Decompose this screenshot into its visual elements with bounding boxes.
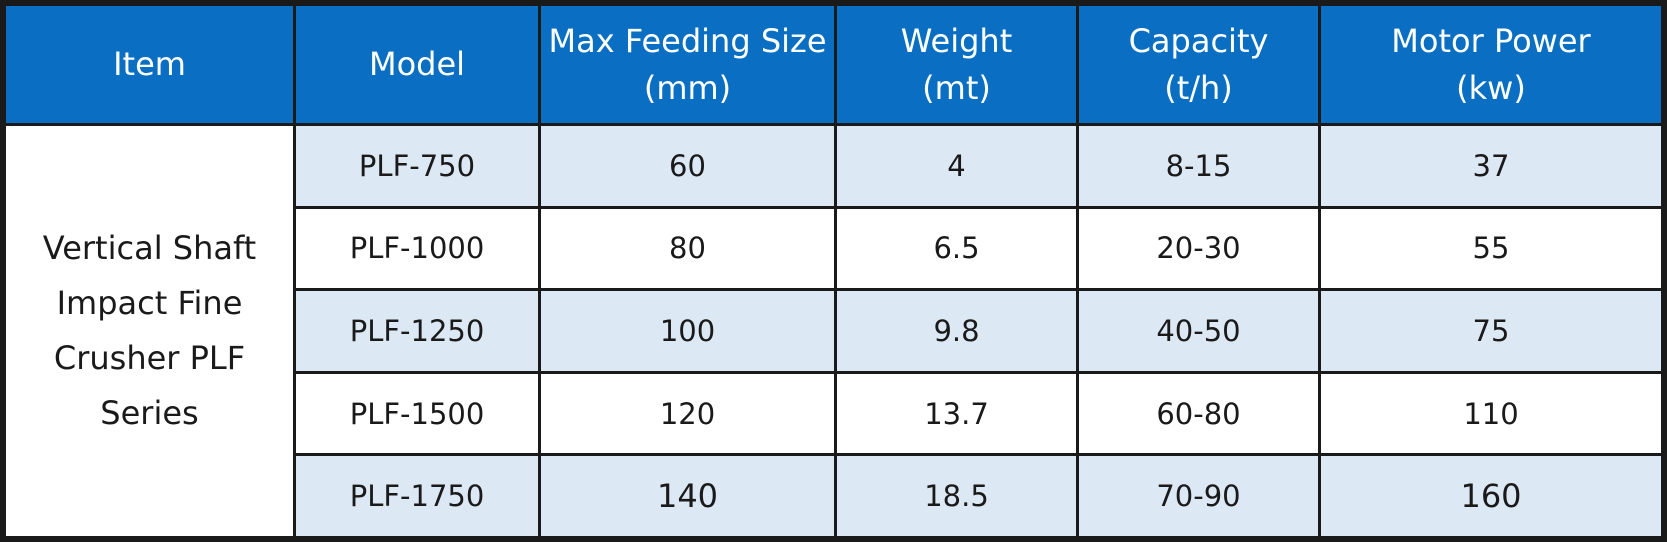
header-weight: Weight (mt) xyxy=(834,3,1079,126)
model-cell: PLF-1750 xyxy=(293,453,541,539)
capacity-cell: 70-90 xyxy=(1076,453,1321,539)
model-cell: PLF-1500 xyxy=(293,370,541,457)
weight-cell: 18.5 xyxy=(834,453,1079,539)
table-header-row: Item Model Max Feeding Size (mm) Weight (m… xyxy=(3,3,1664,126)
motor-power-cell: 75 xyxy=(1318,288,1664,374)
model-cell: PLF-1000 xyxy=(293,205,541,292)
weight-cell: 13.7 xyxy=(834,370,1079,457)
item-name-cell: Vertical Shaft Impact Fine Crusher PLF S… xyxy=(3,123,296,539)
capacity-cell: 8-15 xyxy=(1076,123,1321,209)
model-cell: PLF-750 xyxy=(293,123,541,209)
spec-table: Item Model Max Feeding Size (mm) Weight (m… xyxy=(3,3,1664,539)
feed-size-cell: 140 xyxy=(538,453,837,539)
header-motor-power: Motor Power (kw) xyxy=(1318,3,1664,126)
table-row: PLF-1250 100 9.8 40-50 75 xyxy=(5,288,1664,374)
header-max-feeding-size: Max Feeding Size (mm) xyxy=(538,3,837,126)
weight-cell: 6.5 xyxy=(834,205,1079,292)
header-item: Item xyxy=(3,3,296,126)
capacity-cell: 20-30 xyxy=(1076,205,1321,292)
motor-power-cell: 55 xyxy=(1318,205,1664,292)
model-cell: PLF-1250 xyxy=(293,288,541,374)
capacity-cell: 40-50 xyxy=(1076,288,1321,374)
table-row: Vertical Shaft Impact Fine Crusher PLF S… xyxy=(3,123,1664,539)
feed-size-cell: 120 xyxy=(538,370,837,457)
feed-size-cell: 80 xyxy=(538,205,837,292)
capacity-cell: 60-80 xyxy=(1076,370,1321,457)
table-row: PLF-1500 120 13.7 60-80 110 xyxy=(5,370,1664,457)
header-capacity: Capacity (t/h) xyxy=(1076,3,1321,126)
motor-power-cell: 160 xyxy=(1318,453,1664,539)
motor-power-cell: 110 xyxy=(1318,370,1664,457)
header-model: Model xyxy=(293,3,541,126)
weight-cell: 4 xyxy=(834,123,1079,209)
feed-size-cell: 60 xyxy=(538,123,837,209)
feed-size-cell: 100 xyxy=(538,288,837,374)
motor-power-cell: 37 xyxy=(1318,123,1664,209)
table-row: PLF-1000 80 6.5 20-30 55 xyxy=(5,205,1664,292)
table-row: PLF-1750 140 18.5 70-90 160 xyxy=(5,453,1664,539)
weight-cell: 9.8 xyxy=(834,288,1079,374)
